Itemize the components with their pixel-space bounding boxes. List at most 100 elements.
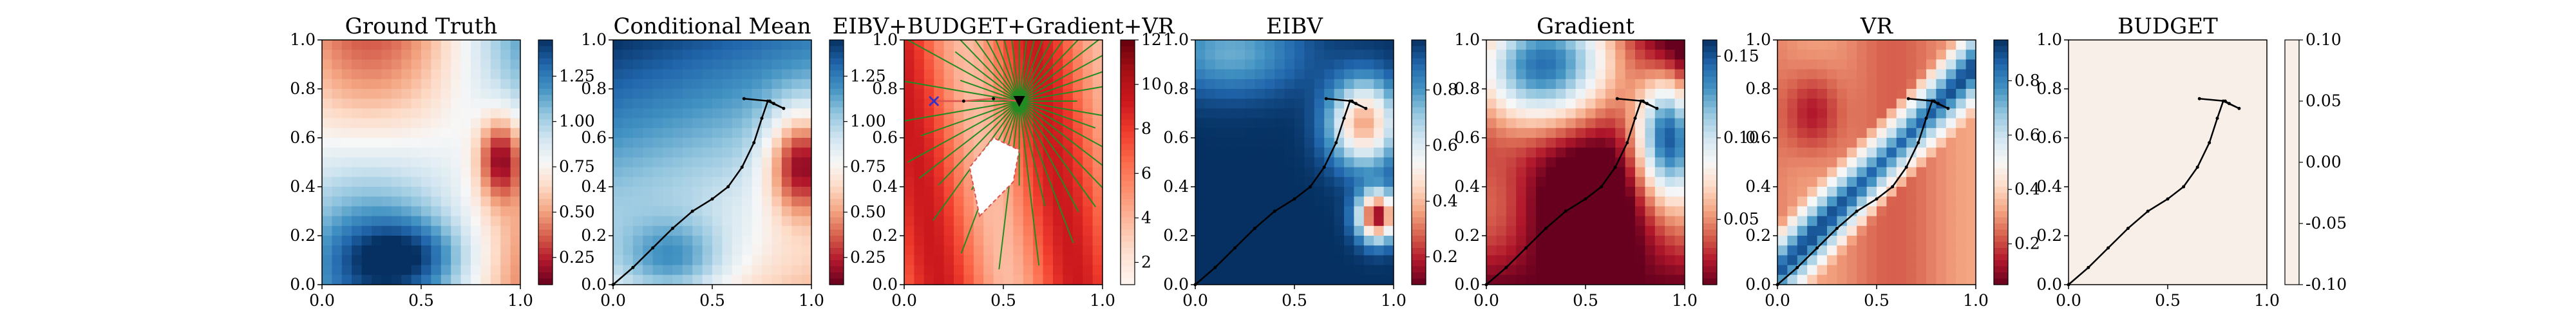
heatmap-cell: [1083, 50, 1094, 60]
heatmap-cell: [2168, 69, 2178, 80]
heatmap-cell: [1314, 89, 1325, 99]
heatmap-cell: [1916, 89, 1927, 99]
waypoint: [1322, 166, 1326, 169]
heatmap-cell: [1877, 196, 1887, 207]
heatmap-cell: [2069, 206, 2079, 217]
heatmap-cell: [322, 216, 332, 227]
heatmap-cell: [722, 147, 733, 158]
heatmap-cell: [1906, 59, 1917, 70]
heatmap-cell: [791, 89, 802, 99]
heatmap-cell: [1092, 108, 1103, 119]
heatmap-cell: [1555, 147, 1566, 158]
heatmap-cell: [500, 59, 511, 70]
colorbar-swatch: [829, 119, 844, 126]
heatmap-cell: [1496, 89, 1507, 99]
heatmap-cell: [1053, 167, 1063, 178]
heatmap-cell: [2237, 128, 2248, 138]
heatmap-cell: [1294, 265, 1305, 276]
heatmap-cell: [460, 236, 471, 246]
colorbar-swatch: [829, 193, 844, 200]
heatmap-cell: [613, 206, 623, 217]
heatmap-cell: [1304, 108, 1315, 119]
colorbar-swatch: [538, 144, 553, 151]
heatmap-cell: [923, 196, 934, 207]
heatmap-cell: [1284, 79, 1295, 90]
heatmap-cell: [954, 206, 964, 217]
heatmap-cell: [702, 167, 713, 178]
heatmap-cell: [391, 157, 402, 168]
heatmap-cell: [1817, 274, 1828, 285]
heatmap-cell: [1797, 40, 1808, 50]
heatmap-cell: [643, 236, 654, 246]
heatmap-cell: [2168, 176, 2178, 187]
y-tick-label: 0.0: [2036, 275, 2062, 294]
waypoint: [1293, 197, 1296, 201]
heatmap-cell: [1383, 157, 1394, 168]
heatmap-cell: [460, 50, 471, 60]
heatmap-cell: [1235, 50, 1245, 60]
heatmap-cell: [2177, 196, 2188, 207]
heatmap-cell: [1264, 196, 1275, 207]
colorbar-swatch: [2285, 180, 2299, 187]
heatmap-cell: [993, 255, 1004, 266]
waypoint: [726, 185, 730, 189]
heatmap-cell: [1787, 176, 1798, 187]
heatmap-cell: [451, 147, 462, 158]
colorbar-tick-label: 0.00: [2306, 153, 2342, 171]
heatmap-cell: [943, 187, 954, 197]
heatmap-cell: [1215, 167, 1226, 178]
heatmap-cell: [1916, 255, 1927, 266]
heatmap-cell: [752, 157, 762, 168]
colorbar-swatch: [538, 223, 553, 231]
heatmap-cell: [682, 187, 693, 197]
heatmap-cell: [2237, 118, 2248, 129]
heatmap-cell: [1916, 196, 1927, 207]
heatmap-cell: [1846, 167, 1857, 178]
heatmap-cell: [672, 187, 683, 197]
heatmap-cell: [1605, 274, 1616, 285]
heatmap-cell: [1225, 89, 1236, 99]
colorbar-swatch: [1994, 113, 2008, 120]
heatmap-cell: [663, 196, 673, 207]
heatmap-cell: [1605, 138, 1616, 148]
heatmap-cell: [1195, 167, 1206, 178]
heatmap-cell: [431, 108, 442, 119]
heatmap-cell: [2098, 69, 2109, 80]
heatmap-cell: [742, 274, 753, 285]
heatmap-cell: [762, 206, 772, 217]
heatmap-cell: [2078, 176, 2089, 187]
heatmap-cell: [1546, 236, 1557, 246]
heatmap-cell: [2207, 245, 2218, 256]
heatmap-cell: [1284, 167, 1295, 178]
heatmap-cell: [1615, 206, 1626, 217]
heatmap-cell: [1245, 69, 1255, 80]
heatmap-cell: [791, 187, 802, 197]
heatmap-cell: [652, 69, 663, 80]
heatmap-cell: [1486, 255, 1497, 266]
heatmap-cell: [983, 265, 994, 276]
heatmap-cell: [2168, 236, 2178, 246]
heatmap-cell: [1926, 89, 1937, 99]
heatmap-cell: [1787, 225, 1798, 236]
heatmap-cell: [352, 89, 363, 99]
colorbar-swatch: [1412, 254, 1426, 261]
heatmap-cell: [332, 187, 343, 197]
heatmap-cell: [943, 157, 954, 168]
heatmap-cell: [1205, 147, 1216, 158]
heatmap-cell: [1274, 89, 1285, 99]
heatmap-cell: [2197, 138, 2208, 148]
heatmap-cell: [1383, 216, 1394, 227]
heatmap-cell: [1033, 196, 1044, 207]
y-tick-label: 0.4: [1745, 177, 1771, 196]
colorbar-swatch: [538, 260, 553, 267]
waypoint: [2215, 117, 2219, 120]
heatmap-cell: [1586, 274, 1596, 285]
heatmap-cell: [1294, 108, 1305, 119]
heatmap-cell: [722, 108, 733, 119]
colorbar-swatch: [829, 168, 844, 175]
colorbar-swatch: [538, 180, 553, 187]
heatmap-cell: [1837, 40, 1848, 50]
heatmap-cell: [1053, 225, 1063, 236]
heatmap-cell: [2137, 216, 2148, 227]
x-tick-label: 0.5: [1282, 291, 1307, 310]
